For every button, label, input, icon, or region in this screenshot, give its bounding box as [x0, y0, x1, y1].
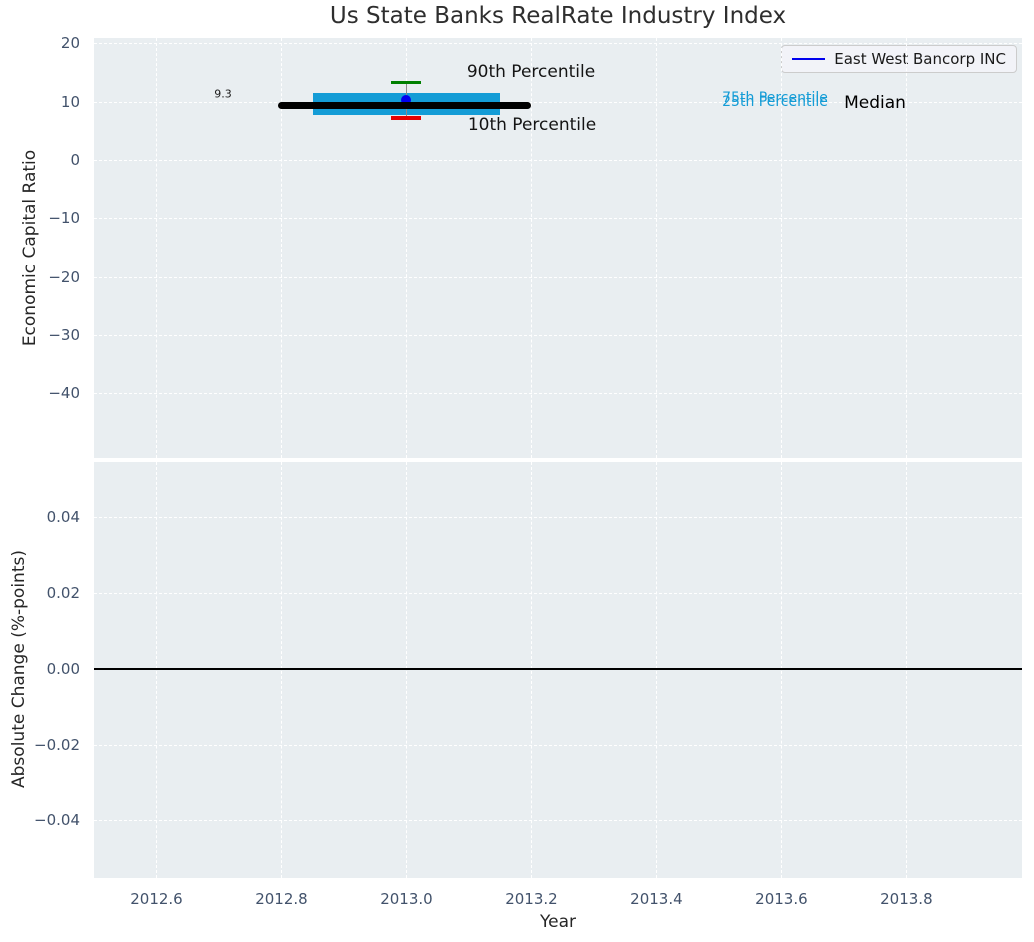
median-value-annotation: 9.3: [214, 87, 232, 101]
y-tick-label: 10: [60, 92, 80, 111]
y-tick-label: −0.02: [34, 735, 80, 754]
gridline-horizontal: [94, 593, 1022, 595]
gridline-vertical: [905, 462, 907, 878]
gridline-horizontal: [94, 820, 1022, 822]
x-tick-label: 2013.6: [755, 890, 808, 908]
gridline-vertical: [780, 38, 782, 458]
x-tick-label: 2012.6: [130, 890, 183, 908]
gridline-vertical: [405, 462, 407, 878]
gridline-vertical: [155, 462, 157, 878]
p10-whisker-cap: [391, 116, 422, 120]
y-tick-label: 20: [60, 34, 80, 53]
gridline-horizontal: [94, 159, 1022, 161]
p90-annotation: 90th Percentile: [466, 62, 596, 82]
company-dot: [401, 94, 412, 105]
x-tick-label: 2012.8: [255, 890, 308, 908]
gridline-horizontal: [94, 393, 1022, 395]
x-tick-label: 2013.2: [505, 890, 558, 908]
gridline-vertical: [780, 462, 782, 878]
legend: East West Bancorp INC: [781, 45, 1017, 73]
chart-title: Us State Banks RealRate Industry Index: [329, 3, 787, 29]
x-axis-label: Year: [540, 912, 576, 932]
y-tick-label: −30: [48, 325, 80, 344]
y-tick-label: 0: [70, 150, 80, 169]
gridline-horizontal: [94, 101, 1022, 103]
gridline-vertical: [655, 462, 657, 878]
gridline-vertical: [155, 38, 157, 458]
x-tick-label: 2013.8: [880, 890, 933, 908]
gridline-horizontal: [94, 43, 1022, 45]
p25-annotation: 25th Percentile: [722, 94, 828, 110]
y-tick-label: 0.00: [46, 659, 80, 678]
gridline-horizontal: [94, 276, 1022, 278]
x-tick-label: 2013.0: [380, 890, 433, 908]
y-tick-label: 0.02: [46, 584, 80, 603]
gridline-vertical: [530, 462, 532, 878]
p75-annotation: 75th Percentile: [722, 90, 828, 106]
y-tick-label: 0.04: [46, 508, 80, 527]
y-tick-label: −20: [48, 267, 80, 286]
median-text-annotation: Median: [844, 93, 906, 113]
gridline-horizontal: [94, 744, 1022, 746]
top-plot-panel: East West Bancorp INC 9.3 90th Percentile…: [94, 38, 1022, 458]
gridline-vertical: [280, 38, 282, 458]
gridline-horizontal: [94, 517, 1022, 519]
x-tick-label: 2013.4: [630, 890, 683, 908]
gridline-vertical: [405, 38, 407, 458]
y-tick-label: −10: [48, 209, 80, 228]
p10-annotation: 10th Percentile: [467, 115, 597, 135]
gridline-vertical: [905, 38, 907, 458]
gridline-vertical: [655, 38, 657, 458]
legend-line-sample: [792, 58, 826, 60]
y-axis-label-top: Economic Capital Ratio: [20, 149, 40, 347]
legend-label: East West Bancorp INC: [834, 50, 1006, 68]
y-tick-label: −40: [48, 384, 80, 403]
gridline-vertical: [530, 38, 532, 458]
median-line: [278, 102, 532, 110]
p90-whisker-cap: [391, 80, 422, 85]
gridline-horizontal: [94, 334, 1022, 336]
zero-line: [94, 667, 1022, 670]
y-tick-label: −0.04: [34, 811, 80, 830]
gridline-horizontal: [94, 218, 1022, 220]
bottom-plot-panel: [94, 462, 1022, 878]
gridline-vertical: [280, 462, 282, 878]
